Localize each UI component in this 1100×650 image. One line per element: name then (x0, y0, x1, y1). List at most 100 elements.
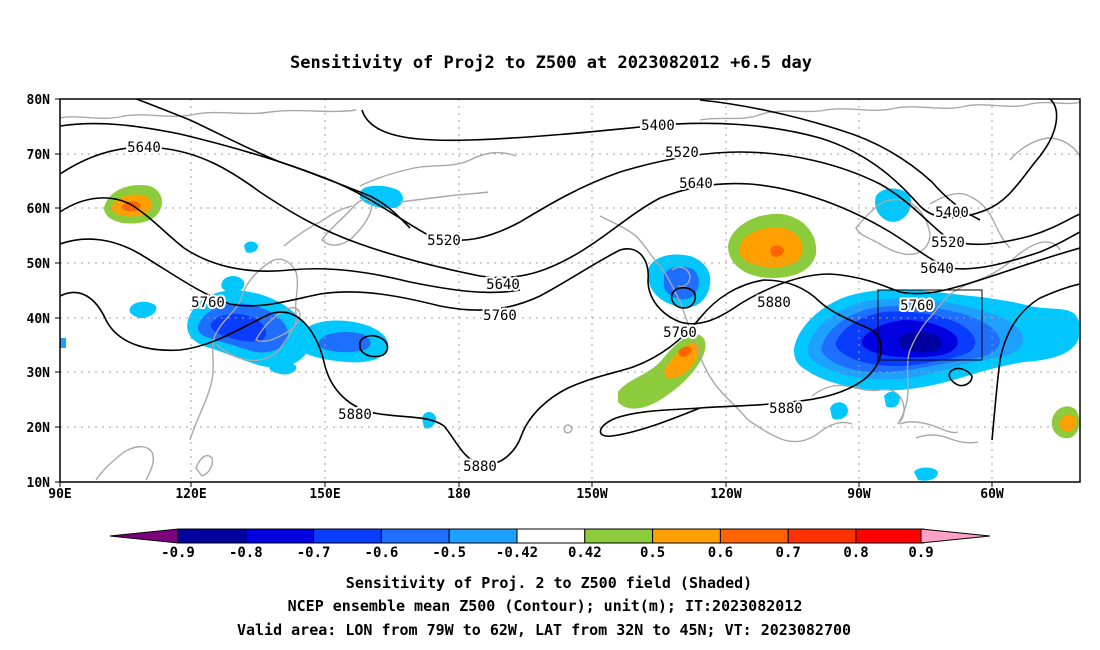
coast-indochina (95, 446, 155, 481)
lat-label: 50N (27, 257, 51, 272)
colorbar-swatch (584, 528, 654, 544)
colorbar-label: 0.42 (568, 545, 602, 561)
lon-label: 150W (576, 487, 607, 502)
coast-caribbean (915, 434, 979, 444)
coast-arctic-canada (699, 101, 1080, 121)
contour-5640-north (60, 146, 1080, 279)
colorbar-label: -0.5 (432, 545, 466, 561)
colorbar-label: -0.9 (161, 545, 195, 561)
coast-vancouver (671, 266, 691, 288)
shade-negative-pacific-s (269, 361, 297, 375)
shade-negative-carib (914, 467, 938, 481)
coast-sea-okhotsk (283, 205, 353, 247)
shade-negative-florida (884, 391, 900, 408)
coast-japan (255, 307, 301, 343)
tick-marks (55, 98, 993, 487)
contour-label: 5640 (920, 261, 954, 277)
colorbar-left-triangle (109, 528, 179, 544)
colorbar-label: 0.5 (640, 545, 665, 561)
contour-label: 5760 (191, 295, 225, 311)
colorbar-label: 0.8 (843, 545, 868, 561)
colorbar: -0.9 -0.8 -0.7 -0.6 -0.5 -0.42 0.42 0.5 … (109, 528, 991, 561)
contour-label: 5400 (935, 205, 969, 221)
coast-arctic-siberia (60, 109, 357, 119)
lat-label: 10N (27, 476, 51, 491)
contour-label: 5520 (931, 235, 965, 251)
coast-na-west (599, 215, 749, 421)
contour-label: 5880 (757, 295, 791, 311)
shade-negative-gulf (830, 402, 848, 420)
colorbar-swatch (177, 528, 247, 544)
contour-5400-north (361, 99, 1058, 219)
graticule (60, 99, 1080, 482)
shade-positive-atlantic-core (1059, 414, 1077, 432)
contour-label: 5880 (338, 407, 372, 423)
map-frame (59, 98, 1081, 483)
contour-label-layer: 5640 5760 5880 5880 5520 5640 5760 5400 … (125, 116, 971, 477)
latitude-labels: 80N 70N 60N 50N 40N 30N 20N 10N (27, 93, 51, 491)
colorbar-swatch (313, 528, 382, 544)
shade-positive-canada-peak (770, 245, 784, 257)
coast-aleutians (399, 191, 489, 203)
colorbar-swatch (719, 528, 789, 544)
colorbar-labels: -0.9 -0.8 -0.7 -0.6 -0.5 -0.42 0.42 0.5 … (161, 545, 934, 561)
colorbar-swatch (380, 528, 450, 544)
colorbar-label: 0.9 (908, 545, 933, 561)
lon-label: 180 (447, 487, 471, 502)
lat-label: 20N (27, 421, 51, 436)
contour-5520-upper (60, 197, 521, 294)
colorbar-label: 0.6 (708, 545, 733, 561)
longitude-labels: 90E 120E 150E 180 150W 120W 90W 60W (48, 487, 1004, 502)
colorbar-swatch (516, 528, 586, 544)
shade-negative-sibir (221, 276, 245, 293)
lat-label: 60N (27, 202, 51, 217)
contour-label: 5640 (486, 277, 520, 293)
shade-negative-hudson (875, 188, 912, 222)
coast-ne-us (925, 261, 1011, 323)
colorbar-swatch (652, 528, 721, 544)
contour-5640-upper (134, 99, 411, 229)
lat-label: 30N (27, 366, 51, 381)
shade-positive-canada-core (739, 227, 803, 268)
shade-negative-pacific-core (318, 332, 371, 353)
coast-greenland (1009, 137, 1080, 161)
colorbar-right-triangle (920, 528, 991, 544)
lon-label: 60W (980, 487, 1004, 502)
coast-alaska (359, 151, 517, 187)
map-title: Sensitivity of Proj2 to Z500 at 20230820… (290, 53, 812, 73)
coast-hudson-bay (855, 198, 931, 256)
contour-5880-east (948, 367, 973, 387)
coast-florida-east (897, 321, 927, 425)
contour-5760-closed-ne (670, 286, 697, 309)
contour-label: 5640 (127, 140, 161, 156)
sensitivity-shading (60, 184, 1080, 481)
contour-5520-north (60, 122, 1080, 246)
contour-5400-upper (699, 99, 981, 221)
contour-label: 5520 (665, 145, 699, 161)
colorbar-label: -0.7 (297, 545, 331, 561)
shade-positive-asia-peak (121, 201, 141, 212)
contour-5880-south (60, 279, 821, 466)
contour-label: 5640 (679, 176, 713, 192)
lat-label: 70N (27, 148, 51, 163)
colorbar-label: -0.42 (496, 545, 538, 561)
coastlines (60, 101, 1080, 481)
lon-label: 150E (309, 487, 340, 502)
colorbar-swatch (448, 528, 518, 544)
colorbar-label: 0.7 (776, 545, 801, 561)
coast-hawaii (563, 424, 573, 434)
lon-label: 120W (710, 487, 741, 502)
lat-label: 40N (27, 312, 51, 327)
coast-china-korea (189, 258, 299, 441)
colorbar-label: -0.8 (229, 545, 263, 561)
contour-5760-closed (359, 334, 389, 358)
caption-contour: NCEP ensemble mean Z500 (Contour); unit(… (288, 597, 803, 615)
shade-positive-california-peak (678, 346, 692, 357)
shade-negative-kuril (244, 241, 258, 253)
contour-label: 5760 (900, 298, 934, 314)
lon-label: 120E (175, 487, 206, 502)
coast-gulf (811, 384, 905, 425)
colorbar-swatch (787, 528, 857, 544)
caption-valid-area: Valid area: LON from 79W to 62W, LAT fro… (237, 621, 851, 639)
